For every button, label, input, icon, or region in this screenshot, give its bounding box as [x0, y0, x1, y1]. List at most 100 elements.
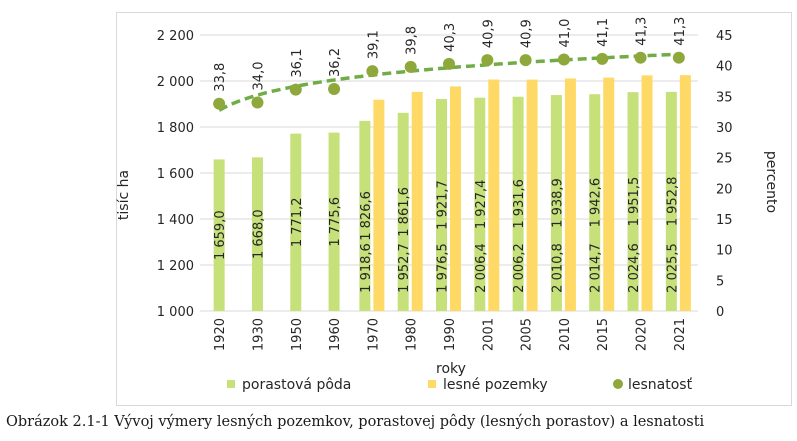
y2-tick-label: 30 [716, 121, 733, 136]
point-lesnatost [251, 96, 264, 109]
y-tick-label: 1 600 [157, 167, 194, 182]
bar-porastova-poda [359, 120, 371, 311]
data-label-lesne-pozemky: 1 918,6 [359, 243, 374, 293]
point-lesnatost [366, 65, 379, 78]
data-label-lesnatost: 40,9 [520, 19, 535, 48]
x-axis-ticks: 1920 1930 1950 1960 1970 1980 1990 2001 2005 2010… [213, 318, 688, 351]
porastova-poda-bars [213, 91, 677, 312]
y2-axis-ticks: 0 5 10 15 20 25 30 35 40 45 [716, 29, 733, 320]
x-tick-label: 2005 [520, 318, 535, 351]
y2-tick-label: 45 [716, 29, 733, 44]
data-label-lesnatost: 34,0 [251, 62, 266, 91]
point-lesnatost [557, 53, 570, 66]
data-label-lesne-pozemky: 2 006,2 [512, 243, 527, 293]
y-tick-label: 2 000 [157, 75, 194, 90]
y2-tick-label: 20 [716, 182, 733, 197]
point-lesnatost [634, 51, 647, 64]
data-label-lesne-pozemky: 1 976,5 [436, 243, 451, 293]
x-tick-label: 1970 [366, 318, 381, 351]
data-label-porastova-poda: 1 951,5 [627, 177, 642, 227]
data-label-porastova-poda: 1 921,7 [436, 180, 451, 230]
point-lesnatost [672, 51, 685, 64]
point-lesnatost [213, 97, 226, 110]
bar-lesne-pozemky [373, 99, 385, 311]
legend-label-porastova-poda: porastová pôda [242, 377, 351, 393]
data-label-porastova-poda: 1 659,0 [213, 210, 228, 260]
data-labels: 1 659,0 33,8 1 668,0 34,0 1 771,2 36,1 1 775,6… [213, 17, 688, 293]
point-lesnatost [519, 54, 532, 67]
point-lesnatost [443, 57, 455, 70]
data-label-lesne-pozemky: 1 952,7 [397, 243, 412, 293]
bar-lesne-pozemky [411, 91, 423, 311]
x-tick-label: 1990 [443, 318, 458, 351]
y-axis-ticks: 1 000 1 200 1 400 1 600 1 800 2 000 2 200 [157, 29, 194, 320]
bar-lesne-pozemky [564, 78, 576, 312]
y-tick-label: 2 200 [157, 29, 194, 44]
x-tick-label: 1930 [251, 318, 266, 351]
x-tick-label: 2001 [481, 318, 496, 351]
bar-lesne-pozemky [526, 79, 538, 311]
y-tick-label: 1 000 [157, 305, 194, 320]
x-tick-label: 1960 [328, 318, 343, 351]
legend-marker-lesnatost [613, 379, 623, 389]
bar-porastova-poda [474, 97, 486, 311]
bar-porastova-poda [397, 112, 409, 311]
y2-axis-title: percento [763, 151, 779, 213]
y-tick-label: 1 400 [157, 213, 194, 228]
point-lesnatost [481, 54, 494, 67]
data-label-lesne-pozemky: 2 025,5 [665, 243, 680, 293]
data-label-lesnatost: 41,3 [673, 17, 688, 46]
data-label-lesnatost: 36,2 [328, 48, 343, 77]
data-label-porastova-poda: 1 861,6 [397, 187, 412, 237]
bar-porastova-poda [512, 96, 524, 312]
bar-porastova-poda [627, 92, 639, 311]
bar-lesne-pozemky [488, 79, 500, 311]
chart: 1 659,0 33,8 1 668,0 34,0 1 771,2 36,1 1 775,6… [116, 17, 779, 393]
y2-tick-label: 5 [716, 274, 724, 289]
point-lesnatost [328, 82, 341, 95]
gridlines [200, 34, 698, 312]
data-label-lesnatost: 36,1 [290, 49, 305, 78]
data-label-porastova-poda: 1 952,8 [665, 177, 680, 227]
x-tick-label: 1950 [290, 318, 305, 351]
x-tick-label: 2021 [673, 318, 688, 351]
data-label-lesnatost: 41,0 [558, 19, 573, 48]
data-label-lesnatost: 41,1 [596, 18, 611, 47]
legend-label-lesne-pozemky: lesné pozemky [443, 377, 548, 393]
data-label-lesnatost: 33,8 [213, 63, 228, 92]
bar-porastova-poda [589, 94, 601, 312]
data-label-porastova-poda: 1 668,0 [251, 209, 266, 259]
legend-swatch-lesne-pozemky [428, 380, 436, 388]
point-lesnatost [596, 52, 609, 65]
data-label-porastova-poda: 1 931,6 [512, 179, 527, 229]
y2-tick-label: 10 [716, 244, 733, 259]
lesnatost-points [213, 51, 685, 110]
data-label-porastova-poda: 1 938,9 [550, 178, 565, 228]
y2-tick-label: 40 [716, 60, 733, 75]
lesne-pozemky-bars [373, 75, 691, 312]
data-label-porastova-poda: 1 771,2 [290, 197, 305, 247]
x-tick-label: 1980 [405, 318, 420, 351]
y2-tick-label: 25 [716, 152, 733, 167]
bar-lesne-pozemky [603, 77, 615, 311]
bar-porastova-poda [328, 132, 340, 311]
data-label-lesnatost: 41,3 [635, 17, 650, 46]
data-label-lesne-pozemky: 2 010,8 [550, 243, 565, 293]
x-tick-label: 2015 [596, 318, 611, 351]
data-label-lesne-pozemky: 2 024,6 [627, 243, 642, 293]
data-label-lesne-pozemky: 2 006,4 [474, 243, 489, 293]
y-tick-label: 1 800 [157, 121, 194, 136]
data-label-porastova-poda: 1 927,4 [474, 180, 489, 230]
data-label-lesne-pozemky: 2 014,7 [589, 243, 604, 293]
x-axis-title: roky [436, 361, 466, 377]
data-label-lesnatost: 39,1 [366, 30, 381, 59]
data-label-porastova-poda: 1 942,6 [589, 178, 604, 228]
bar-porastova-poda [251, 157, 263, 311]
data-label-lesnatost: 40,9 [481, 19, 496, 48]
y2-tick-label: 35 [716, 90, 733, 105]
bar-lesne-pozemky [679, 75, 691, 311]
legend-label-lesnatost: lesnatosť [628, 377, 693, 393]
x-tick-label: 2010 [558, 318, 573, 351]
y2-tick-label: 15 [716, 213, 733, 228]
legend: porastová pôda lesné pozemky lesnatosť [227, 377, 693, 393]
